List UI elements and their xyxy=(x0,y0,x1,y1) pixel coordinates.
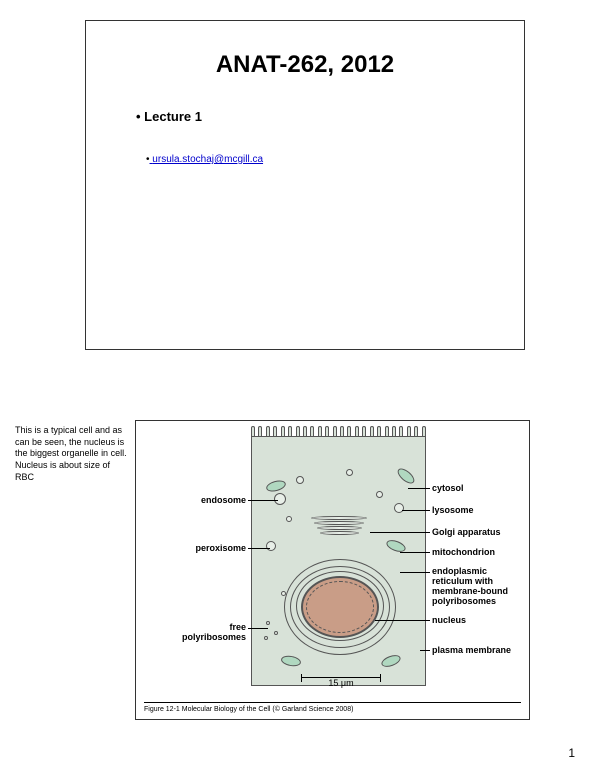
slide-1: ANAT-262, 2012 Lecture 1 ursula.stochaj@… xyxy=(85,20,525,350)
page-number: 1 xyxy=(568,746,575,760)
vesicle xyxy=(281,591,286,596)
email-text: ursula.stochaj@mcgill.ca xyxy=(152,154,263,165)
scale-bar: 15 μm xyxy=(301,677,381,688)
diagram-label: free polyribosomes xyxy=(176,623,246,643)
cell-diagram: endosome peroxisome free polyribosomes cyt… xyxy=(136,421,529,719)
lecture-bullet: Lecture 1 xyxy=(136,109,494,124)
diagram-label: mitochondrion xyxy=(432,547,495,557)
margin-annotation: This is a typical cell and as can be see… xyxy=(15,425,130,483)
endosome xyxy=(274,493,286,505)
peroxisome xyxy=(266,541,276,551)
diagram-label: lysosome xyxy=(432,505,474,515)
vesicle xyxy=(296,476,304,484)
figure-caption: Figure 12-1 Molecular Biology of the Cel… xyxy=(144,702,521,713)
vesicle xyxy=(346,469,353,476)
diagram-label: endosome xyxy=(201,495,246,505)
vesicle xyxy=(264,636,268,640)
slide-2-cell-diagram: endosome peroxisome free polyribosomes cyt… xyxy=(135,420,530,720)
diagram-label: peroxisome xyxy=(195,543,246,553)
diagram-label: endoplasmic reticulum with membrane-boun… xyxy=(432,567,527,607)
diagram-label: Golgi apparatus xyxy=(432,527,501,537)
golgi-apparatus xyxy=(311,516,367,538)
diagram-label: cytosol xyxy=(432,483,464,493)
diagram-label: plasma membrane xyxy=(432,645,511,655)
scale-text: 15 μm xyxy=(328,678,353,688)
nucleus xyxy=(301,576,379,638)
vesicle xyxy=(266,621,270,625)
diagram-label: nucleus xyxy=(432,615,466,625)
email-link[interactable]: ursula.stochaj@mcgill.ca xyxy=(146,154,494,165)
slide-title: ANAT-262, 2012 xyxy=(116,51,494,79)
lysosome xyxy=(394,503,404,513)
vesicle xyxy=(286,516,292,522)
vesicle xyxy=(274,631,278,635)
vesicle xyxy=(376,491,383,498)
